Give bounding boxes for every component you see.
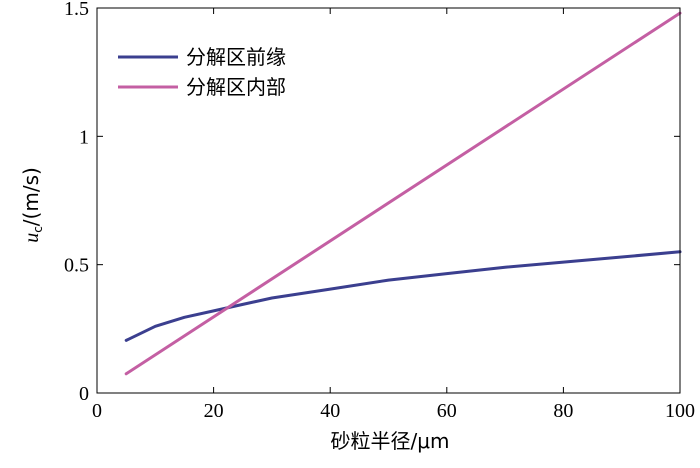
series-line-2 bbox=[124, 11, 682, 376]
x-tick-label: 40 bbox=[320, 400, 340, 422]
x-tick-label: 0 bbox=[92, 400, 102, 422]
y-tick-label: 0.5 bbox=[64, 255, 89, 277]
y-tick-label: 1 bbox=[79, 126, 89, 148]
y-tick-label: 0 bbox=[79, 383, 89, 405]
legend: 分解区前缘 分解区内部 bbox=[118, 45, 286, 99]
series-line-1 bbox=[124, 250, 682, 342]
legend-label-series-1: 分解区前缘 bbox=[186, 45, 286, 69]
x-tick-label: 20 bbox=[204, 400, 224, 422]
y-axis-symbol: u bbox=[21, 233, 43, 243]
x-axis-title: 砂粒半径/μm bbox=[331, 429, 450, 453]
y-axis-unit: /(m/s) bbox=[19, 167, 43, 226]
ticks-layer: 0 20 40 60 80 100 0 0.5 1 1.5 bbox=[64, 0, 695, 422]
axes-layer bbox=[96, 7, 681, 394]
x-tick-label: 100 bbox=[665, 400, 695, 422]
legend-label-series-2: 分解区内部 bbox=[186, 75, 286, 99]
x-tick-label: 60 bbox=[437, 400, 457, 422]
y-axis-subscript: c bbox=[31, 226, 45, 233]
x-tick-label: 80 bbox=[553, 400, 573, 422]
y-tick-label: 1.5 bbox=[64, 0, 89, 20]
y-axis-title: uc/(m/s) bbox=[19, 167, 45, 243]
plot-frame bbox=[96, 7, 681, 394]
series-layer bbox=[124, 11, 682, 376]
